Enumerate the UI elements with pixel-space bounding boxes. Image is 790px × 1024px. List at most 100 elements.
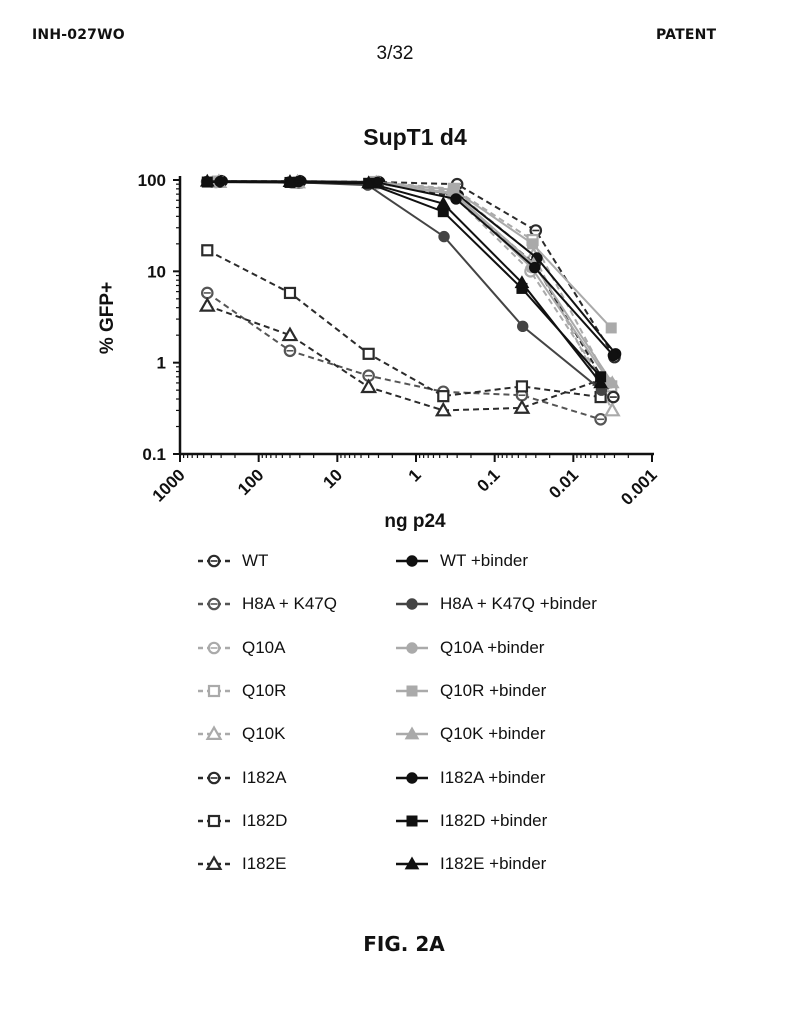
data-point-shape xyxy=(438,230,450,243)
legend-label: I182D xyxy=(242,810,288,830)
legend-symbol xyxy=(198,725,230,741)
series-6 xyxy=(201,244,607,404)
series-line xyxy=(207,180,602,384)
series-9 xyxy=(200,175,608,396)
legend-item: I182A xyxy=(190,765,286,791)
legend-label: I182E +binder xyxy=(440,854,547,874)
data-point xyxy=(514,275,530,289)
page-number: 3/32 xyxy=(376,43,414,64)
legend-marker xyxy=(205,725,223,741)
x-axis-label: ng p24 xyxy=(384,511,446,532)
legend-marker xyxy=(406,685,418,697)
legend-symbol xyxy=(198,684,230,697)
legend-marker-shape xyxy=(406,598,418,610)
legend-label: WT xyxy=(242,551,269,570)
legend-symbol xyxy=(396,598,428,610)
data-point xyxy=(283,344,297,358)
y-axis-label: % GFP+ xyxy=(97,282,118,354)
legend-marker-shape xyxy=(406,555,418,567)
patent-label: PATENT xyxy=(656,27,717,43)
legend-label: Q10A +binder xyxy=(440,637,545,657)
legend-symbol xyxy=(198,814,230,827)
legend-symbol xyxy=(198,771,230,784)
legend-marker xyxy=(406,641,418,654)
series-1 xyxy=(200,286,607,426)
legend-item: WT xyxy=(190,548,268,574)
data-point xyxy=(282,174,298,187)
series-line xyxy=(218,181,614,384)
data-point xyxy=(437,390,450,403)
legend-item: I182E +binder xyxy=(388,851,546,877)
data-point xyxy=(450,193,462,205)
data-point xyxy=(515,380,529,393)
legend-item: H8A + K47Q xyxy=(190,591,337,617)
chart-title: SupT1 d4 xyxy=(363,124,467,150)
legend-marker xyxy=(207,597,221,611)
data-point xyxy=(604,375,620,389)
legend-label: Q10R +binder xyxy=(440,680,547,700)
legend-item: WT +binder xyxy=(388,548,528,574)
x-tick-label: 10 xyxy=(319,465,346,492)
legend-marker xyxy=(404,726,420,740)
data-point xyxy=(594,412,607,426)
x-tick-label: 0.1 xyxy=(473,465,503,495)
data-point-shape xyxy=(607,349,620,362)
data-point xyxy=(434,401,452,417)
data-point xyxy=(527,238,539,250)
series-line xyxy=(216,180,612,384)
legend-label: I182A +binder xyxy=(440,767,546,787)
legend-item: Q10R xyxy=(190,678,286,704)
data-point xyxy=(360,378,378,394)
legend-item: Q10K xyxy=(190,721,285,747)
legend-marker xyxy=(207,554,221,568)
legend-symbol xyxy=(396,641,428,654)
data-point xyxy=(605,322,617,334)
legend-marker xyxy=(406,598,418,610)
legend-marker xyxy=(205,855,223,871)
data-point xyxy=(199,173,215,187)
data-point xyxy=(438,230,450,243)
y-tick-label: 1 xyxy=(157,354,166,373)
legend-label: I182E xyxy=(242,854,287,874)
x-tick-label: 1 xyxy=(405,465,425,485)
document-id: INH-027WO xyxy=(32,27,125,43)
gfp-dose-response-chart: SupT1 d4 % GFP+ ng p24 0.1 1 10 100 1000 100 1… xyxy=(97,124,661,532)
legend-symbol xyxy=(198,597,230,611)
legend-item: I182E xyxy=(190,851,286,877)
series-line xyxy=(206,249,601,399)
x-tick-label: 1000 xyxy=(149,465,189,505)
data-point xyxy=(362,347,375,360)
legend-symbol xyxy=(396,815,428,827)
data-point-shape xyxy=(528,261,541,274)
data-point xyxy=(517,320,529,333)
legend-marker-shape xyxy=(406,641,418,654)
data-point-shape xyxy=(450,193,462,205)
series-line xyxy=(217,180,613,387)
legend-item: Q10A xyxy=(190,635,285,661)
legend-symbol xyxy=(396,555,428,567)
data-point xyxy=(283,286,297,300)
series-line xyxy=(217,180,612,329)
x-tick-label: 0.01 xyxy=(545,465,582,502)
y-tick-label: 0.1 xyxy=(142,445,166,464)
legend-label: WT +binder xyxy=(440,551,529,570)
legend-item: Q10R +binder xyxy=(388,678,546,704)
series-line xyxy=(206,180,603,391)
series-line xyxy=(207,181,602,378)
legend-symbol xyxy=(198,554,230,568)
legend-symbol xyxy=(396,856,428,870)
legend-label: Q10R xyxy=(242,680,287,700)
data-point xyxy=(361,175,376,189)
legend-item: Q10K +binder xyxy=(388,721,545,747)
series-line xyxy=(206,304,601,412)
series-15 xyxy=(199,173,608,389)
legend-marker xyxy=(406,815,418,827)
legend-symbol xyxy=(198,641,230,654)
series-0 xyxy=(214,174,621,364)
axes: 0.1 1 10 100 1000 100 10 1 0.1 0.01 0.001 xyxy=(138,171,661,509)
data-point xyxy=(603,401,621,417)
data-point-shape xyxy=(517,320,529,333)
data-point xyxy=(607,390,620,404)
legend-label: I182A xyxy=(242,767,287,787)
data-point xyxy=(281,326,299,342)
